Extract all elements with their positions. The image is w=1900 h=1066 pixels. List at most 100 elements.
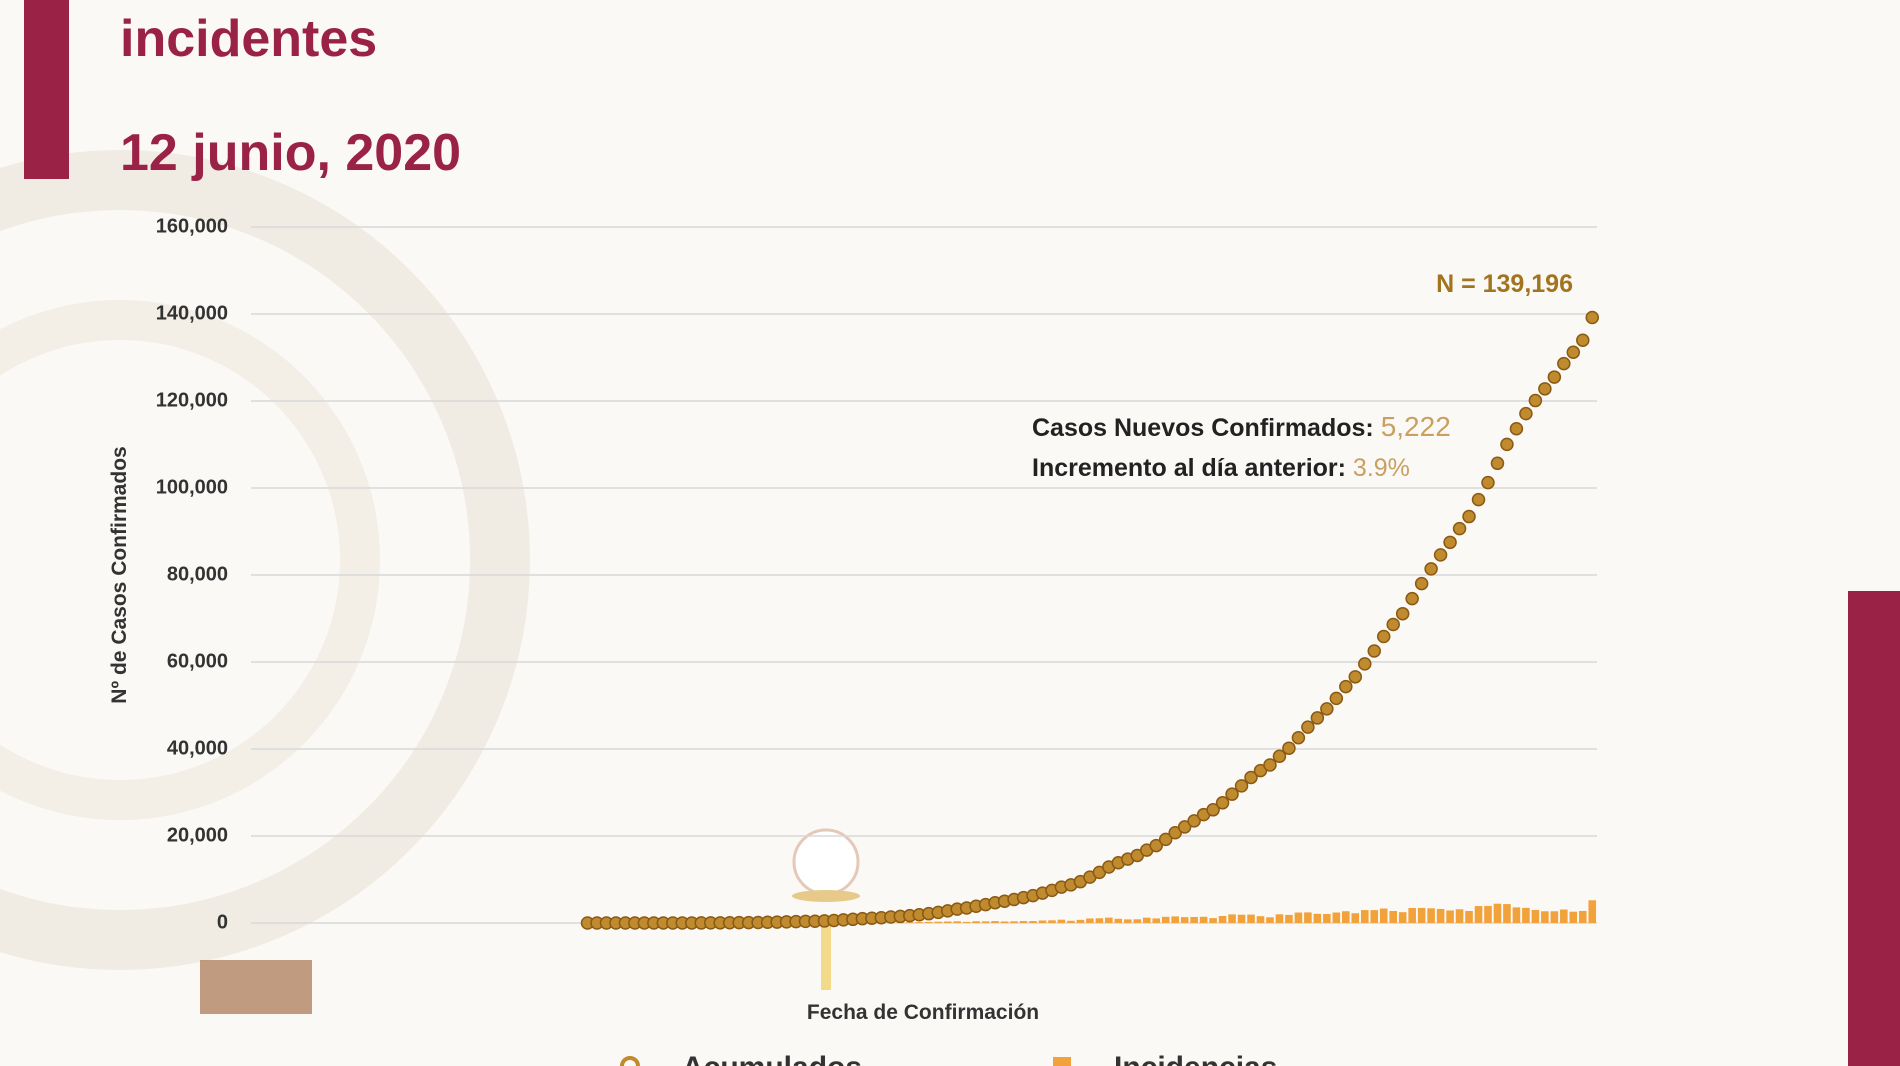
bar [1446, 910, 1454, 923]
bar [1493, 903, 1502, 923]
bar [1247, 914, 1255, 923]
legend-label: Incidencias [1114, 1051, 1277, 1066]
point [1576, 333, 1590, 347]
point [1358, 657, 1372, 671]
icon-base [792, 890, 860, 902]
bar [1000, 921, 1009, 923]
bar [1342, 911, 1350, 923]
point [1272, 749, 1287, 764]
bar [1010, 921, 1018, 923]
bar [1190, 916, 1198, 923]
y-tick-label: 20,000 [167, 824, 228, 846]
bar [1228, 914, 1236, 923]
bar [1455, 909, 1464, 923]
bar [1436, 908, 1445, 923]
y-tick-label: 80,000 [167, 563, 228, 585]
bar [1161, 916, 1170, 923]
bar [1370, 910, 1379, 923]
bar [1285, 914, 1293, 923]
plot: 0 20,000 40,000 60,000 80,000 100,000 120,000 1… [156, 215, 1600, 1066]
point [1225, 787, 1239, 801]
bar [1427, 908, 1435, 923]
bar [1105, 917, 1113, 923]
bar [1124, 919, 1132, 923]
bar [1398, 912, 1407, 923]
point [1443, 535, 1457, 550]
bar [905, 922, 914, 923]
bar [1038, 920, 1047, 923]
watermark [0, 150, 530, 970]
bar [1275, 914, 1284, 923]
point [1481, 475, 1495, 490]
point [1301, 720, 1315, 734]
bar [1048, 920, 1056, 923]
annotation-new: Casos Nuevos Confirmados: 5,222 [1032, 411, 1451, 442]
bar [1379, 908, 1388, 923]
annotation-label: Incremento al día anterior: [1032, 454, 1346, 482]
bar [1180, 917, 1189, 923]
bar [1417, 907, 1426, 923]
bar [1256, 916, 1265, 923]
legend-marker [1053, 1057, 1071, 1066]
accent-bar [1848, 591, 1900, 1066]
bar [1503, 904, 1511, 923]
point [1566, 345, 1581, 360]
bar [1171, 916, 1179, 923]
annotation-total: N = 139,196 [1436, 270, 1573, 298]
bar [1304, 912, 1312, 923]
point [1490, 456, 1505, 471]
bar [1531, 909, 1540, 923]
point [1585, 310, 1600, 325]
bar [991, 921, 999, 923]
bar [1057, 919, 1066, 923]
bar [1209, 918, 1217, 923]
bar [1133, 919, 1142, 923]
title: incidentes [120, 10, 377, 68]
bar [1550, 911, 1559, 923]
point [1538, 382, 1552, 396]
bar [1332, 912, 1341, 923]
legend-marker [620, 1056, 640, 1066]
bar [1029, 921, 1037, 923]
point [1471, 492, 1486, 507]
point [1500, 437, 1514, 452]
annotation-value: 5,222 [1381, 411, 1451, 442]
bar [1294, 912, 1303, 923]
bar [1086, 918, 1094, 923]
y-axis-label: Nº de Casos Confirmados [108, 446, 131, 703]
bar [943, 921, 952, 923]
bar [915, 922, 924, 923]
point [1234, 779, 1249, 793]
bar [1588, 900, 1597, 923]
bar [1313, 913, 1322, 923]
point [1462, 509, 1476, 524]
bar [953, 921, 961, 923]
legend-label: Acumulados [682, 1051, 862, 1066]
bar [1323, 913, 1331, 923]
point [1310, 711, 1325, 725]
point [1348, 670, 1363, 684]
bar [1095, 918, 1104, 923]
bar [1076, 919, 1085, 923]
point [1395, 606, 1410, 621]
point [1320, 702, 1334, 716]
bar [1351, 913, 1360, 923]
highlight-date [821, 925, 831, 990]
bar [1360, 910, 1369, 923]
point [1424, 562, 1438, 576]
y-tick-label: 160,000 [156, 215, 228, 237]
bar [1266, 917, 1274, 923]
point [1367, 644, 1381, 658]
point [1177, 820, 1192, 834]
annotation-label: Casos Nuevos Confirmados: [1032, 414, 1374, 442]
point [1158, 832, 1173, 847]
bar [1237, 914, 1246, 923]
bar [1199, 916, 1208, 923]
point [1339, 679, 1353, 694]
watermark [0, 300, 380, 820]
bar [1512, 907, 1521, 923]
point [1282, 741, 1296, 755]
y-tick-label: 0 [217, 911, 228, 933]
bar [1541, 911, 1549, 923]
